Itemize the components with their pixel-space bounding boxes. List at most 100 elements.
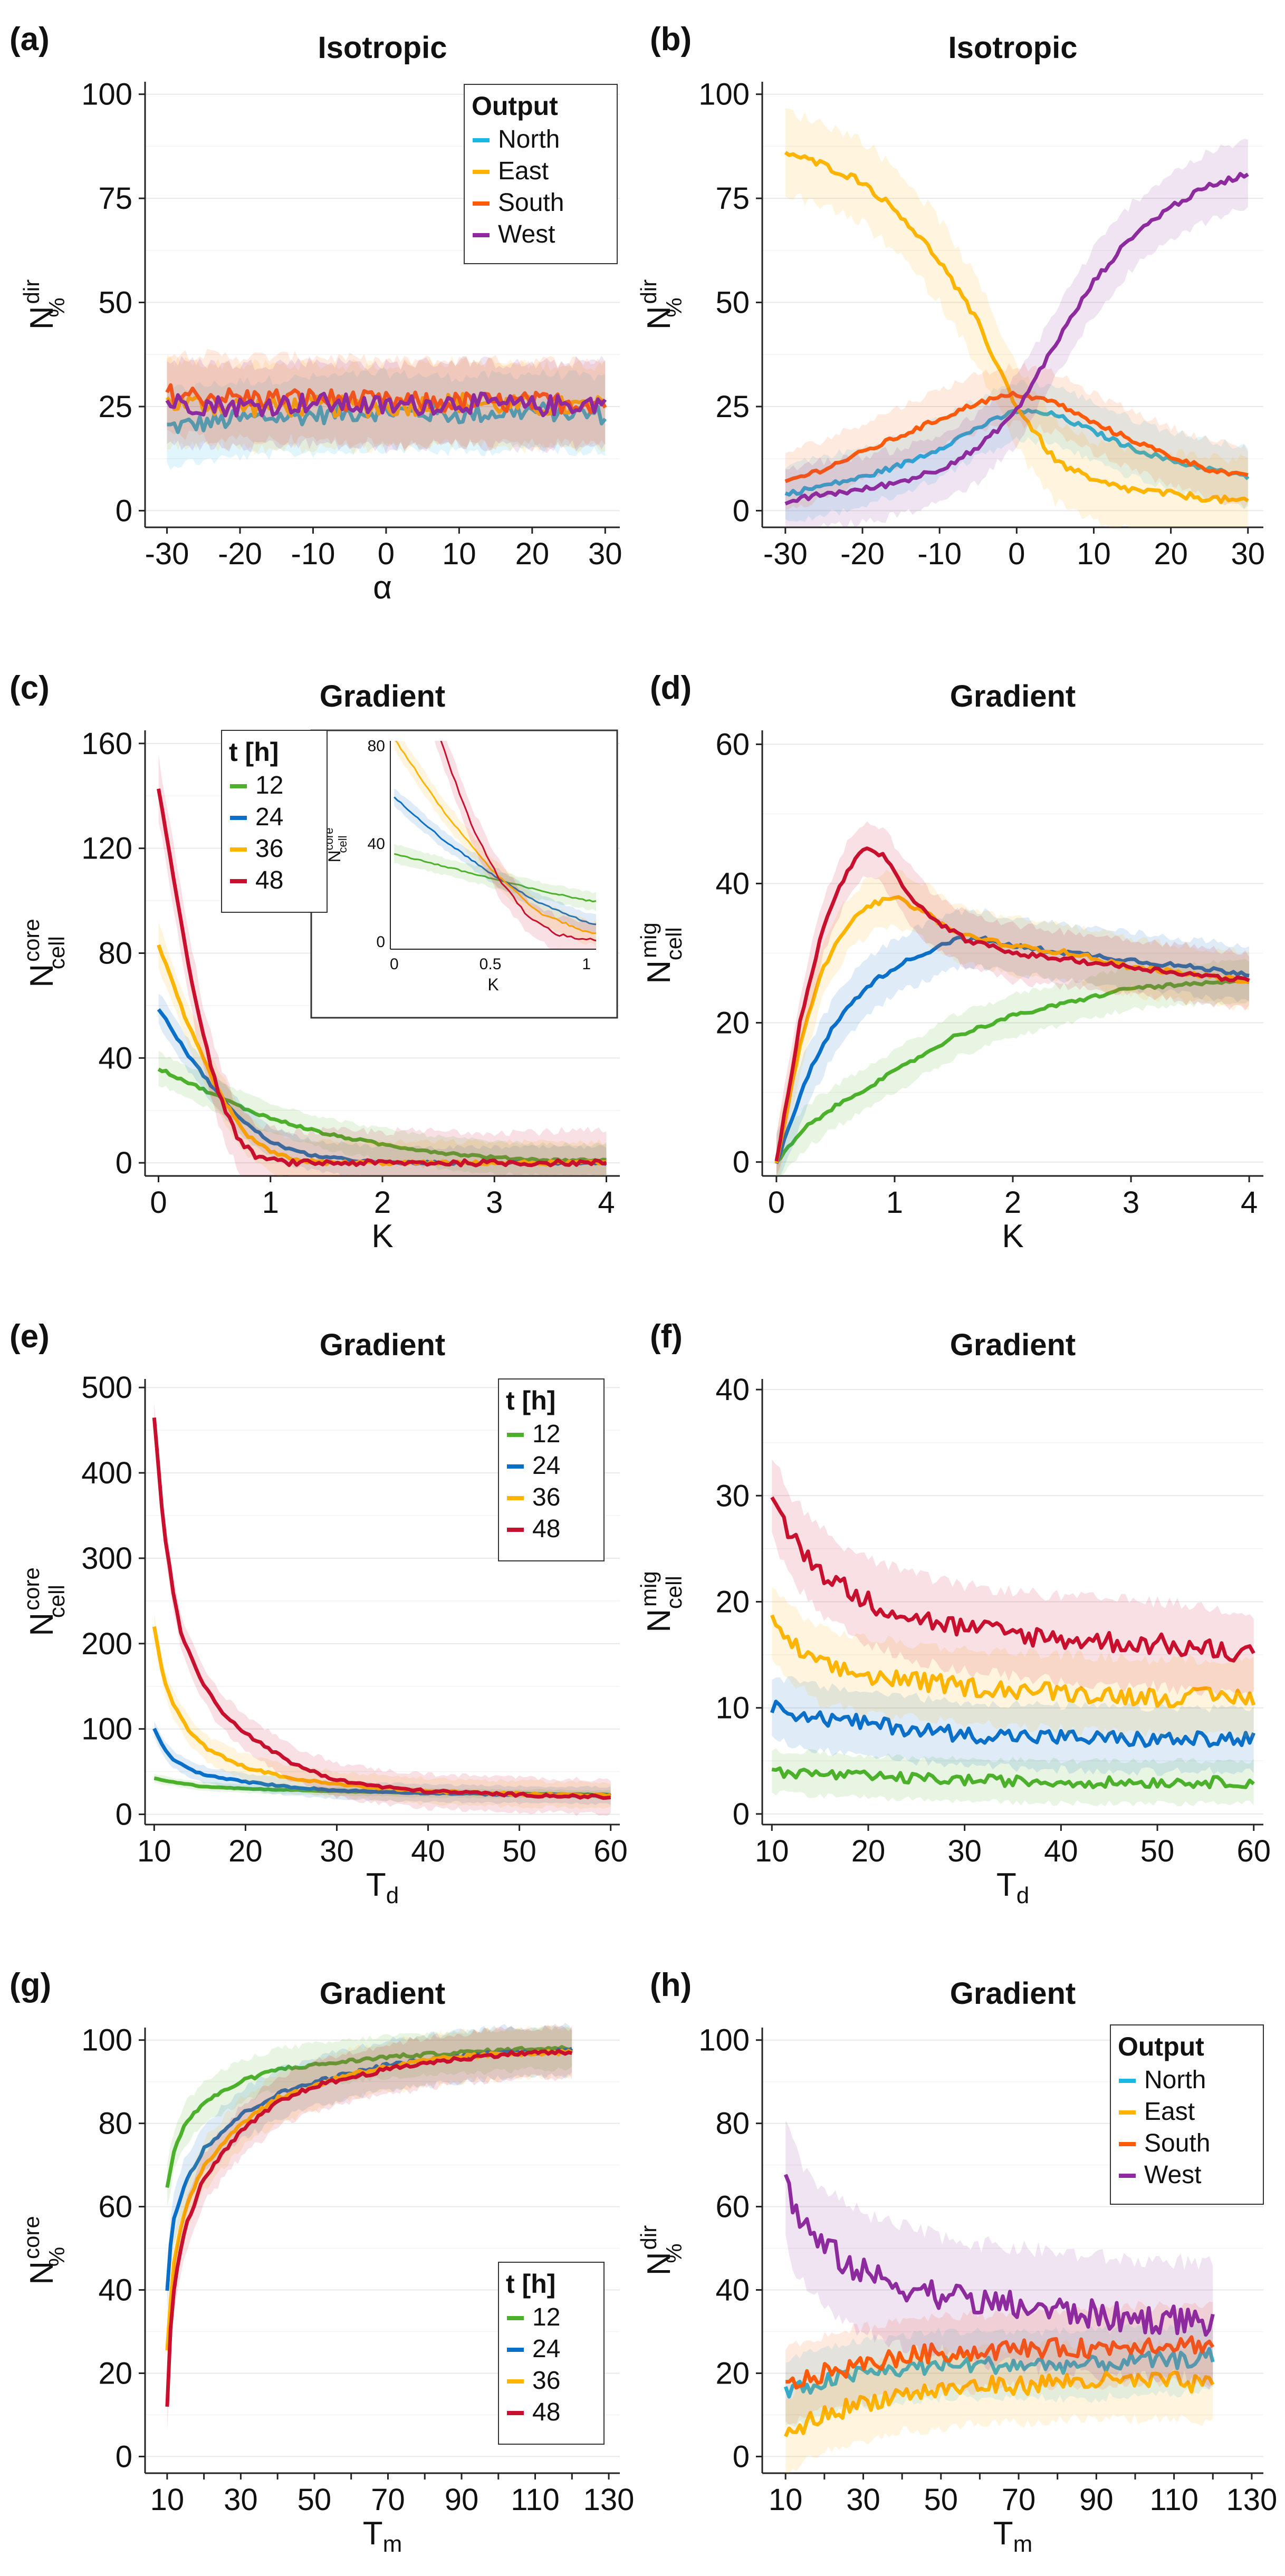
x-axis-label-main: T [363, 2515, 383, 2552]
x-tick-label: -20 [218, 537, 262, 571]
x-tick-label: -10 [291, 537, 335, 571]
y-tick-label: 100 [698, 2023, 750, 2058]
series-line-west [783, 2174, 1215, 2337]
y-axis-label: Ncorecell [19, 919, 69, 987]
y-tick-label: 40 [715, 2273, 750, 2308]
y-axis-label-main: N [24, 1613, 60, 1636]
y-axis-label-sup: dir [636, 279, 661, 304]
inset-series [394, 741, 596, 949]
x-tick-label: 20 [1154, 537, 1188, 571]
series-line-12 [775, 978, 1250, 1163]
y-tick-label: 20 [715, 1006, 750, 1040]
panel-label: (g) [9, 1967, 51, 2003]
inset-frame [310, 729, 618, 1019]
series-line-north [783, 2347, 1215, 2399]
series-band-12 [158, 1050, 607, 1176]
series-line-48 [152, 1417, 611, 1800]
legend-item-south: South [498, 189, 564, 217]
series-band-48 [167, 2023, 572, 2432]
y-axis-label-sup: dir [636, 2225, 661, 2250]
x-tick-label: 4 [1241, 1185, 1258, 1220]
x-axis-label: K [1002, 1218, 1023, 1255]
series-band-48 [158, 754, 607, 1176]
x-tick-label: -10 [917, 537, 962, 571]
x-tick-label: 70 [1002, 2483, 1036, 2517]
legend-item-48: 48 [532, 1515, 560, 1543]
panel-e: (e) Gradient 0 100 200 300 400 500 10 20 30 40 50 60 T… [9, 1318, 628, 1908]
chart-title: Gradient [950, 1328, 1076, 1362]
panel-a: (a) Isotropic 0 25 50 75 100 -30 -20 -10 0 10 20 30 α N… [9, 21, 622, 606]
y-tick-label: 30 [715, 1479, 750, 1513]
chart-title: Gradient [320, 1976, 446, 2011]
legend-title: Output [472, 91, 558, 121]
y-tick-label: 20 [715, 1585, 750, 1619]
y-tick-label: 40 [98, 2273, 132, 2308]
x-tick-label: 30 [224, 2483, 258, 2517]
y-tick-label: 100 [698, 78, 750, 112]
x-tick-label: 20 [515, 537, 550, 571]
legend-item-12: 12 [532, 2303, 560, 2331]
x-axis-label-main: T [366, 1867, 386, 1903]
y-axis-label-sub: % [44, 297, 69, 317]
series-band-south [785, 2301, 1213, 2425]
x-axis-label-sub: m [1013, 2531, 1033, 2557]
series-band-24 [394, 788, 596, 934]
y-tick-label: 0 [733, 1145, 750, 1180]
x-tick-label: 0 [150, 1185, 167, 1220]
series-line-12 [157, 1067, 607, 1164]
x-tick-label: 130 [583, 2483, 635, 2517]
panel-d: (d) Gradient 0 20 40 60 0 1 2 3 4 K Nmigcell [636, 670, 1263, 1255]
y-axis-label: Ncorecell [19, 1567, 69, 1636]
y-axis-label-sub: % [661, 2243, 686, 2263]
x-axis-label: Td [996, 1867, 1029, 1908]
series-line-12 [394, 853, 596, 903]
series-band-north [785, 380, 1248, 522]
y-tick-label: 0 [733, 494, 750, 528]
series-line-48 [157, 788, 607, 1168]
series-line-12 [771, 1766, 1255, 1789]
x-tick-label: 30 [320, 1834, 354, 1868]
legend-item-24: 24 [255, 803, 283, 831]
y-tick-label: 0 [116, 2439, 132, 2474]
series-band-24 [772, 1676, 1254, 1776]
y-axis-label-main: N [24, 964, 60, 988]
x-tick-label: 20 [851, 1834, 886, 1868]
y-tick-label: 40 [98, 1041, 132, 1075]
x-tick-label: 1 [886, 1185, 903, 1220]
y-tick-label: 300 [81, 1541, 132, 1576]
x-tick-label: 90 [1079, 2483, 1114, 2517]
x-tick-label: 10 [755, 1834, 789, 1868]
legend-item-west: West [498, 220, 555, 248]
x-tick-label: 1 [262, 1185, 279, 1220]
y-axis-label: Ndir% [19, 279, 69, 330]
series-line-west [784, 172, 1249, 506]
series-line-south [785, 2335, 1215, 2390]
y-tick-label: 80 [715, 2107, 750, 2141]
y-axis-label-sub: cell [44, 1585, 69, 1618]
x-tick-label: 40 [1044, 1834, 1078, 1868]
panel-label: (e) [9, 1318, 50, 1355]
inset-y-tick-label: 40 [368, 835, 385, 853]
x-tick-label: 10 [137, 1834, 171, 1868]
y-axis-label-sub: % [44, 2247, 69, 2266]
x-axis-label-main: K [1002, 1218, 1023, 1255]
x-tick-label: 50 [1140, 1834, 1175, 1868]
series-line-48 [165, 2049, 573, 2407]
x-tick-label: 110 [511, 2483, 559, 2517]
x-axis-label-sub: m [383, 2531, 402, 2557]
y-tick-label: 400 [81, 1456, 132, 1490]
series-line-36 [395, 741, 596, 934]
series-band-36 [158, 922, 607, 1176]
x-tick-label: 0 [1008, 537, 1025, 571]
x-tick-label: 10 [442, 537, 476, 571]
legend-item-48: 48 [532, 2398, 560, 2426]
y-tick-label: 60 [98, 2190, 132, 2224]
y-axis-label: Ndir% [636, 2225, 686, 2275]
y-tick-label: 120 [81, 832, 132, 866]
y-tick-label: 0 [733, 2439, 750, 2474]
legend-item-12: 12 [255, 771, 283, 799]
y-tick-label: 160 [81, 727, 132, 761]
y-tick-label: 20 [98, 2356, 132, 2390]
series-band-36 [394, 741, 596, 947]
